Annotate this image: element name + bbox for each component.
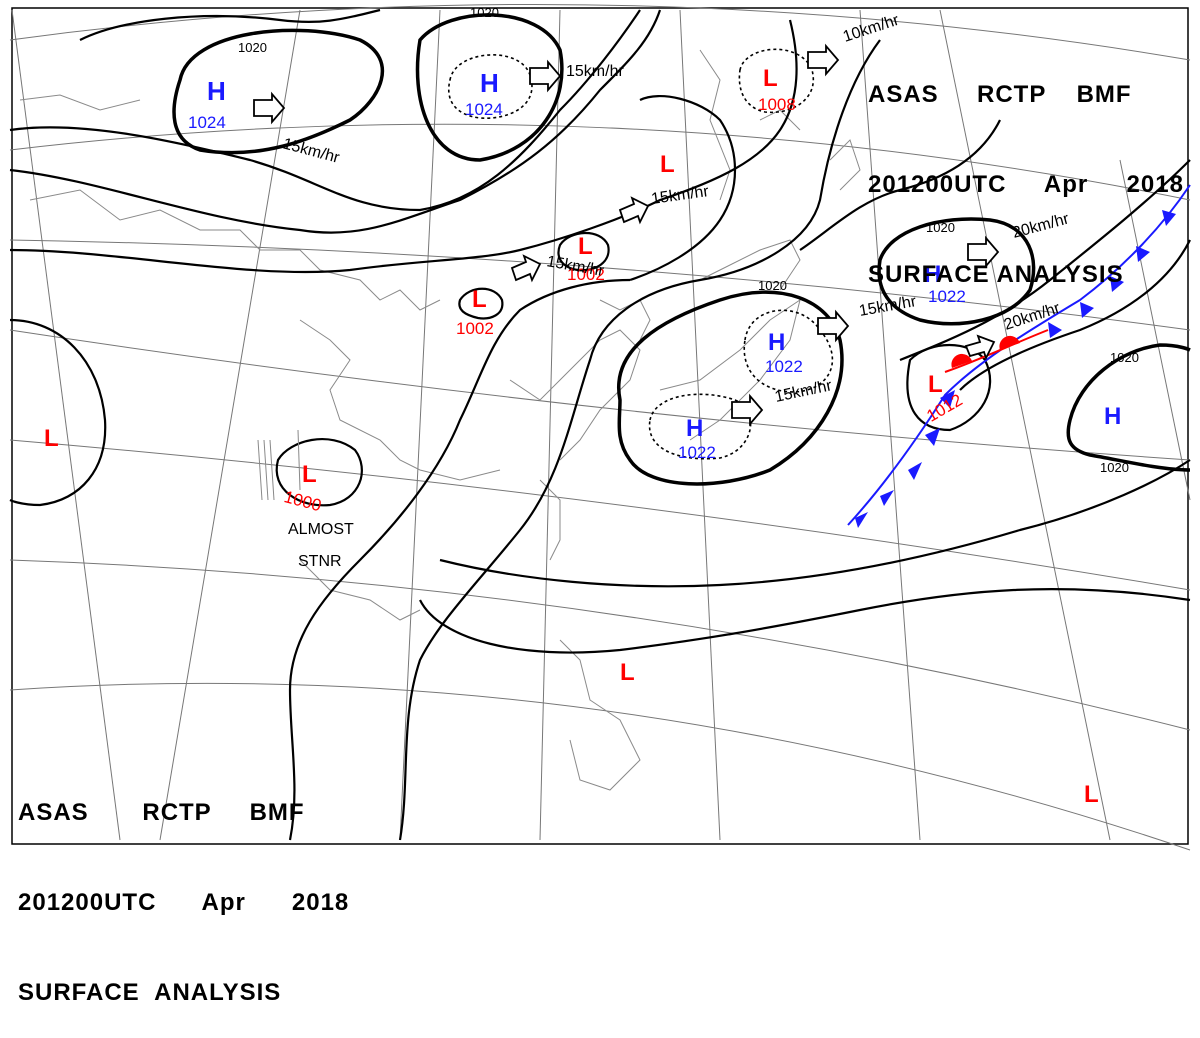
pressure-value: 1022 (765, 357, 803, 376)
arrow-icon (807, 43, 840, 77)
header-line-station: ASAS RCTP BMF (868, 81, 1132, 108)
pressure-center: H 1024 (188, 76, 226, 132)
high-pressure-symbol: H (924, 261, 941, 288)
pressure-center: L (660, 151, 675, 178)
coastlines (19, 49, 861, 791)
low-pressure-symbol: L (578, 233, 593, 260)
pressure-value: 1002 (456, 319, 494, 338)
low-pressure-symbol: L (44, 425, 59, 452)
motion-label: 15km/hr (650, 183, 710, 208)
pressure-center: H 1022 (765, 329, 803, 376)
pressure-value: 1024 (188, 113, 226, 132)
high-pressure-symbol: H (207, 76, 226, 106)
isobar-value: 1020 (470, 5, 499, 20)
footer-line-time: 201200UTC Apr 2018 (18, 889, 350, 916)
map-frame (11, 7, 1189, 845)
pressure-center: H 1024 (465, 68, 503, 119)
footer-line-station: ASAS RCTP BMF (18, 799, 305, 826)
pressure-value: 1022 (678, 443, 716, 462)
pressure-center: L 1008 (758, 65, 796, 114)
high-pressure-symbol: H (480, 68, 499, 98)
isobar-value: 1020 (926, 220, 955, 235)
stationary-squiggle (257, 429, 301, 501)
warm-front (944, 329, 1049, 373)
arrow-icon (731, 393, 764, 427)
pressure-center: L (44, 425, 59, 452)
pressure-value: 1024 (465, 100, 503, 119)
isobar-value: 1020 (1100, 460, 1129, 475)
pressure-center: L (620, 659, 635, 686)
pressure-value: 1002 (567, 265, 605, 284)
isobar-value: 1020 (758, 278, 787, 293)
pressure-value: 1000 (282, 487, 323, 515)
motion-label: 15km/hr (773, 377, 834, 406)
stationary-annotation: ALMOST STNR (288, 521, 358, 570)
pressure-center: H 1022 (678, 415, 716, 462)
high-pressure-symbol: H (686, 415, 703, 442)
low-pressure-symbol: L (620, 659, 635, 686)
low-pressure-symbol: L (763, 65, 778, 92)
arrow-icon (964, 334, 996, 361)
isobars (9, 8, 1191, 841)
arrow-icon (618, 196, 650, 225)
isobar-value: 1020 (1110, 350, 1139, 365)
footer-title-block: ASAS RCTP BMF 201200UTC Apr 2018 SURFACE… (18, 738, 349, 1038)
pressure-center: L (1084, 781, 1099, 808)
low-pressure-symbol: L (472, 286, 487, 313)
isobar-labels: 1020 1020 1020 1020 1020 1020 (238, 5, 1139, 475)
pressure-center: H (1104, 403, 1121, 430)
arrow-icon (967, 235, 1000, 269)
arrow-icon (529, 59, 562, 93)
header-title-block: ASAS RCTP BMF 201200UTC Apr 2018 SURFACE… (868, 20, 1184, 320)
arrow-icon (817, 309, 850, 343)
low-pressure-symbol: L (1084, 781, 1099, 808)
motion-arrows (253, 43, 1000, 427)
pressure-value: 1008 (758, 95, 796, 114)
low-pressure-symbol: L (660, 151, 675, 178)
low-pressure-symbol: L (928, 371, 943, 398)
arrow-icon (510, 254, 542, 283)
motion-label: 15km/hr (281, 135, 342, 167)
motion-labels: 15km/hr 15km/hr 10km/hr 15km/hr 15km/hr … (281, 12, 1072, 406)
surface-analysis-map: H 1024 H 1024 L 1008 L L 1002 L 1002 H 1… (9, 3, 1191, 851)
graticule (9, 3, 1191, 851)
pressure-value: 1022 (928, 287, 966, 306)
low-pressure-symbol: L (302, 461, 317, 488)
footer-line-product: SURFACE ANALYSIS (18, 979, 282, 1006)
arrow-icon (253, 91, 286, 125)
high-pressure-symbol: H (1104, 403, 1121, 430)
inner-isobars (448, 48, 834, 460)
pressure-center: L 1012 (923, 371, 965, 426)
header-line-time: 201200UTC Apr 2018 (868, 171, 1184, 198)
header-line-product: SURFACE ANALYSIS (868, 261, 1124, 288)
pressure-center: L 1002 (456, 286, 494, 338)
pressure-center: L 1002 (567, 233, 605, 284)
motion-label: 15km/hr (566, 63, 624, 80)
pressure-center: H 1022 (924, 261, 966, 306)
isobar-value: 1020 (238, 40, 267, 55)
high-pressure-symbol: H (768, 329, 785, 356)
